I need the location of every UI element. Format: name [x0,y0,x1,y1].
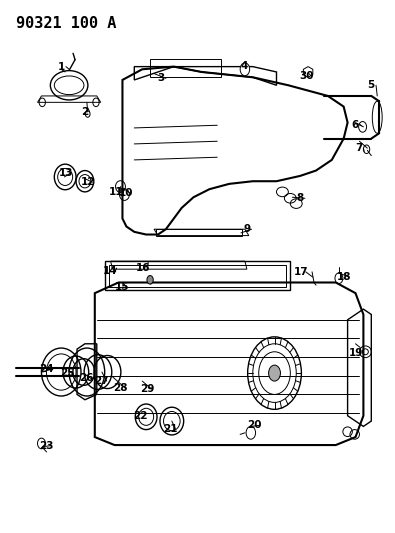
Text: 19: 19 [348,348,363,358]
Bar [150,59,221,77]
Text: 17: 17 [293,267,308,277]
Text: 11: 11 [109,187,124,197]
Text: 15: 15 [115,282,129,292]
Text: 5: 5 [368,80,375,90]
Text: 10: 10 [118,189,133,198]
Text: 6: 6 [352,120,359,130]
Text: 3: 3 [158,74,165,83]
Circle shape [240,63,250,76]
Text: 14: 14 [103,266,118,276]
Text: 7: 7 [355,143,362,153]
Text: 29: 29 [140,384,154,394]
Text: 24: 24 [39,364,54,374]
Text: 20: 20 [248,421,262,430]
Bar [109,265,286,287]
Text: 2: 2 [81,107,88,117]
Text: 27: 27 [94,376,109,386]
Text: 8: 8 [297,193,304,203]
Text: 23: 23 [40,441,54,450]
Circle shape [269,365,280,381]
Bar [105,261,290,290]
Text: 4: 4 [241,61,248,71]
Text: 25: 25 [60,368,74,378]
Circle shape [147,276,153,284]
Text: 18: 18 [337,272,352,282]
Text: 16: 16 [136,263,150,272]
Text: 21: 21 [164,424,178,433]
Text: 22: 22 [133,411,147,421]
Text: 30: 30 [299,71,313,80]
Text: 12: 12 [81,177,95,187]
Bar [156,229,242,236]
Text: 1: 1 [58,62,65,71]
Text: 28: 28 [113,383,128,393]
Text: 26: 26 [79,374,93,383]
Text: 13: 13 [59,168,73,177]
Text: 90321 100 A: 90321 100 A [16,16,116,31]
Text: 9: 9 [243,224,250,234]
